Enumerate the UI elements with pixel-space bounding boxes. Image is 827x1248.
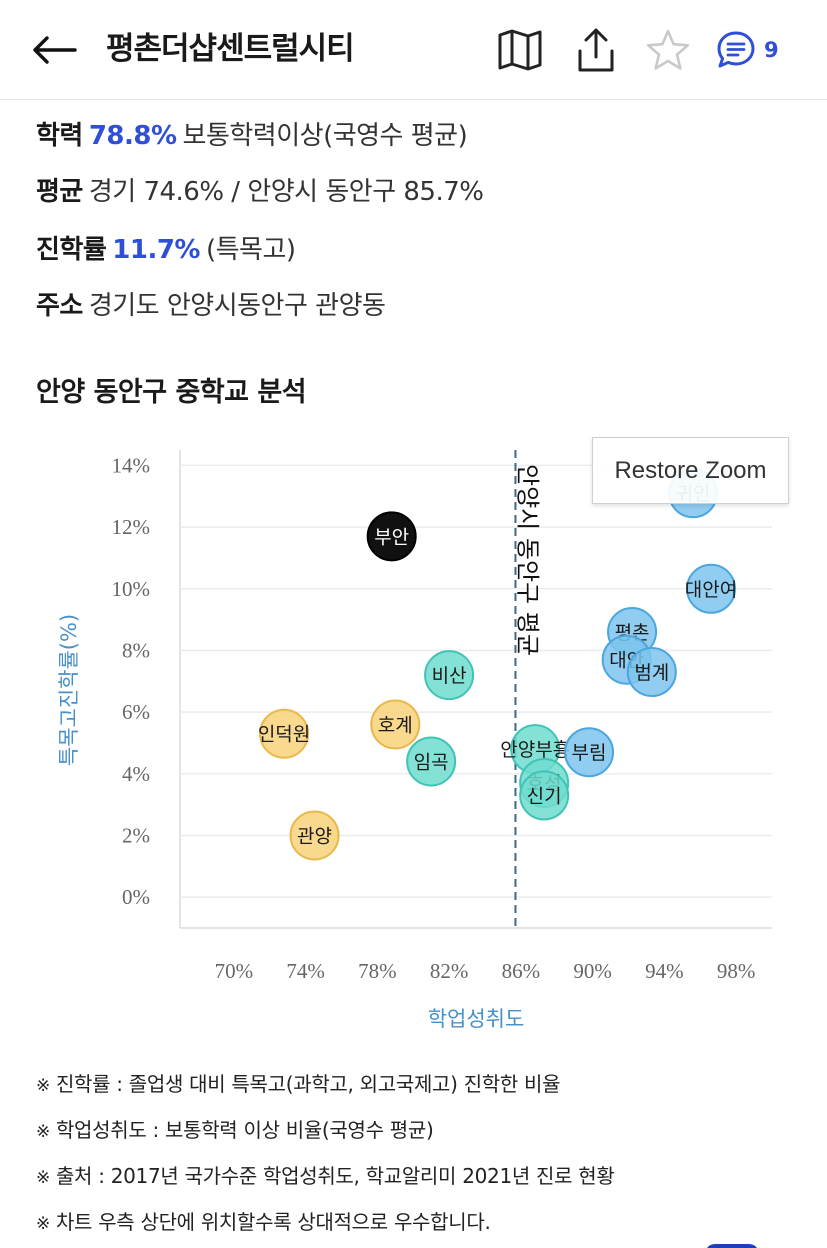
share-button[interactable] [570,24,622,76]
comments-button[interactable]: 9 [716,24,796,76]
restore-zoom-button[interactable]: Restore Zoom [592,437,789,504]
address-label: 주소 [36,291,83,321]
advancement-label: 진학률 [36,235,107,265]
y-tick-label: 10% [112,577,151,601]
school-point-label: 대안여 [685,579,737,601]
school-point[interactable] [519,770,570,821]
school-point[interactable] [424,650,475,701]
note-mark: ※ [36,1076,50,1096]
x-tick-label: 98% [717,959,756,983]
page-title: 평촌더샵센트럴시티 [106,31,355,67]
comment-icon [717,31,755,68]
y-tick-label: 4% [122,762,150,786]
school-point-label: 안양부흥 [500,739,570,761]
average-label: 평균 [36,177,83,207]
y-tick-label: 8% [122,638,150,662]
average-row: 평균 경기 74.6% / 안양시 동안구 85.7% [36,172,484,212]
school-point[interactable] [289,810,340,861]
school-point-label: 비산 [432,665,467,687]
school-point-label: 관양 [297,825,332,847]
y-axis-title: 특목고진학률(%) [57,614,81,766]
school-point[interactable] [406,736,457,787]
x-tick-label: 70% [215,959,254,983]
note-mark: ※ [36,1168,50,1188]
achievement-desc: 보통학력이상(국영수 평균) [182,121,468,151]
school-point[interactable] [626,647,677,698]
y-tick-label: 2% [122,823,150,847]
map-icon [498,29,542,71]
school-point-label: 범계 [634,662,669,684]
footnote: ※ 차트 우측 상단에 위치할수록 상대적으로 우수합니다. [36,1204,615,1248]
x-tick-label: 90% [573,959,612,983]
back-button[interactable] [26,26,82,74]
x-tick-label: 94% [645,959,684,983]
school-point[interactable] [259,708,310,759]
school-point-label: 신기 [527,785,562,807]
footnote-text: 출처 : 2017년 국가수준 학업성취도, 학교알리미 2021년 진로 현황 [55,1164,615,1188]
school-point-label: 부림 [572,742,607,764]
comment-count: 9 [764,38,779,62]
top-app-bar: 평촌더샵센트럴시티 9 [0,0,827,100]
floating-button-edge[interactable] [705,1244,759,1248]
x-tick-label: 86% [502,959,541,983]
school-point[interactable] [686,563,737,614]
average-desc: 경기 74.6% / 안양시 동안구 85.7% [88,177,484,207]
note-mark: ※ [36,1122,50,1142]
school-point-label: 호계 [378,714,413,736]
y-tick-label: 12% [112,515,151,539]
scatter-chart[interactable]: 0% 2% 4% 6% 8% 10% 12% 14% 70% 74% 78% 82% 86% 90% 94%… [0,430,827,1050]
map-button[interactable] [494,24,546,76]
footnote-text: 진학률 : 졸업생 대비 특목고(과학고, 외고국제고) 진학한 비율 [55,1072,561,1096]
x-tick-label: 78% [358,959,397,983]
note-mark: ※ [36,1214,50,1234]
x-tick-label: 82% [430,959,469,983]
x-axis-title: 학업성취도 [428,1007,525,1031]
address-desc: 경기도 안양시동안구 관양동 [88,291,386,321]
x-tick-label: 74% [286,959,325,983]
section-title: 안양 동안구 중학교 분석 [36,377,307,408]
school-point[interactable] [366,511,417,562]
star-icon [646,29,690,70]
achievement-row: 학력 78.8% 보통학력이상(국영수 평균) [36,116,468,156]
y-tick-label: 6% [122,700,150,724]
footnote-text: 차트 우측 상단에 위치할수록 상대적으로 우수합니다. [55,1210,491,1234]
advancement-row: 진학률 11.7% (특목고) [36,230,296,270]
school-point-label: 인덕원 [258,724,310,746]
address-row: 주소 경기도 안양시동안구 관양동 [36,286,386,326]
y-tick-label: 14% [112,453,151,477]
advancement-desc: (특목고) [205,235,296,265]
average-reference-label: 안양시 동안구 평균 [513,464,541,656]
footnote-text: 학업성취도 : 보통학력 이상 비율(국영수 평균) [55,1118,434,1142]
favorite-button[interactable] [642,24,694,76]
school-point-label: 부안 [374,526,409,548]
arrow-left-icon [33,36,77,64]
footnote: ※ 진학률 : 졸업생 대비 특목고(과학고, 외고국제고) 진학한 비율 [36,1066,615,1112]
achievement-label: 학력 [36,121,83,151]
school-point[interactable] [564,727,615,778]
y-tick-label: 0% [122,885,150,909]
footnote: ※ 출처 : 2017년 국가수준 학업성취도, 학교알리미 2021년 진로 현… [36,1158,615,1204]
school-point-label: 임곡 [414,751,449,773]
share-icon [578,28,614,72]
advancement-value: 11.7% [112,235,200,265]
school-point[interactable] [370,699,421,750]
achievement-value: 78.8% [88,121,177,151]
footnotes: ※ 진학률 : 졸업생 대비 특목고(과학고, 외고국제고) 진학한 비율 ※ 학업… [36,1066,615,1248]
footnote: ※ 학업성취도 : 보통학력 이상 비율(국영수 평균) [36,1112,615,1158]
